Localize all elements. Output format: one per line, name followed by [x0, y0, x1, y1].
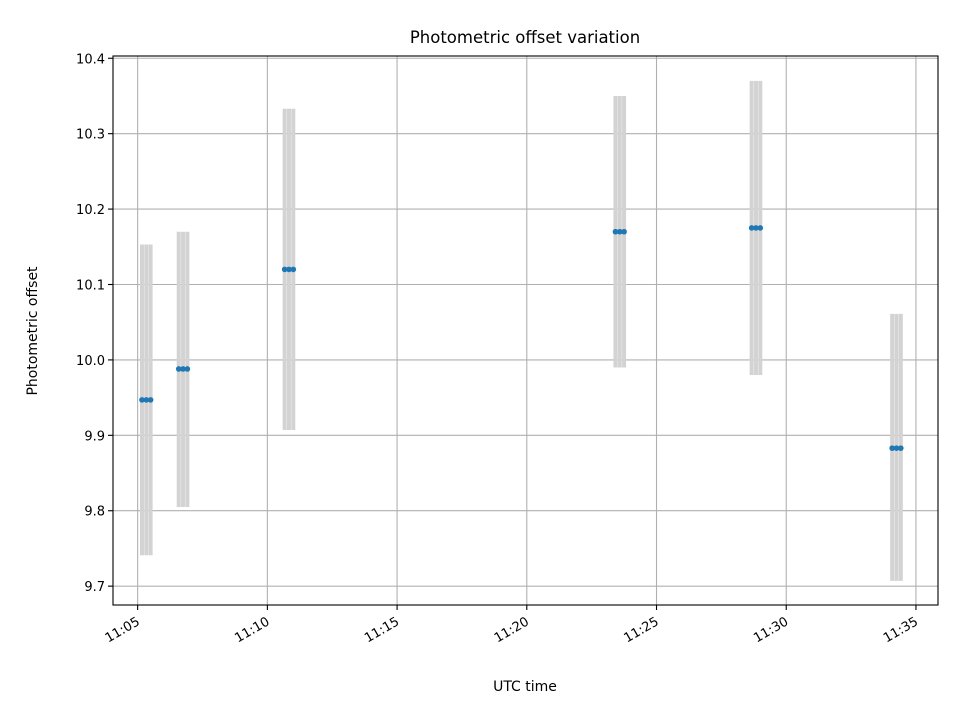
data-point [612, 228, 619, 235]
data-point [286, 266, 292, 273]
data-point [184, 366, 191, 372]
data-point [180, 366, 186, 372]
data-point [175, 366, 182, 372]
grid [113, 56, 938, 605]
chart-title: Photometric offset variation [410, 28, 640, 47]
y-axis-label: Photometric offset [25, 266, 41, 396]
data-point [898, 445, 904, 451]
y-tick-label: 9.7 [84, 580, 105, 595]
data-points [139, 225, 904, 451]
data-point [753, 225, 759, 231]
data-point [290, 266, 297, 273]
x-axis-label: UTC time [493, 679, 557, 695]
y-tick-label: 10.1 [76, 278, 105, 293]
data-point [621, 228, 627, 235]
data-point [757, 225, 764, 231]
data-point [889, 445, 895, 451]
data-point [147, 397, 154, 403]
y-tick-label: 10.4 [76, 52, 105, 67]
y-tick-label: 10.2 [76, 203, 105, 218]
y-tick-label: 9.9 [84, 429, 105, 444]
data-point [281, 266, 288, 273]
data-point [143, 397, 150, 403]
y-tick-label: 10.3 [76, 128, 105, 143]
data-point [748, 225, 755, 231]
data-point [893, 445, 900, 451]
data-point [616, 228, 623, 235]
plot-area-frame [112, 55, 939, 606]
data-point [139, 397, 145, 403]
y-tick-label: 10.0 [76, 354, 105, 369]
y-tick-label: 9.8 [84, 505, 105, 520]
